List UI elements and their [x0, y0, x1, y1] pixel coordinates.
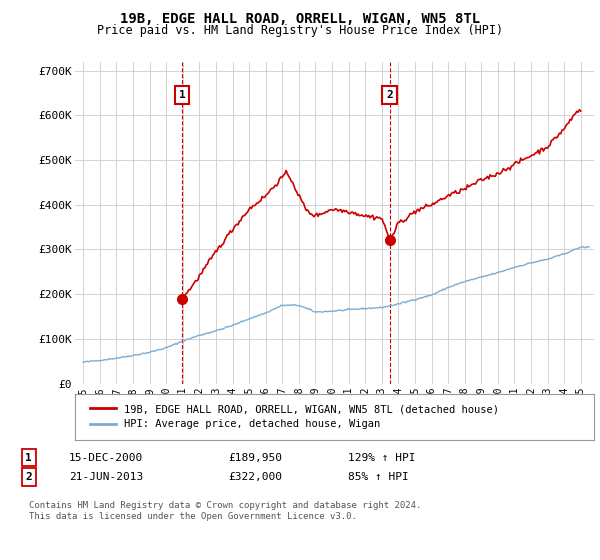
Legend: 19B, EDGE HALL ROAD, ORRELL, WIGAN, WN5 8TL (detached house), HPI: Average price: 19B, EDGE HALL ROAD, ORRELL, WIGAN, WN5 … [85, 400, 503, 433]
Text: 1: 1 [179, 90, 185, 100]
Text: 85% ↑ HPI: 85% ↑ HPI [348, 472, 409, 482]
Text: £189,950: £189,950 [228, 452, 282, 463]
Text: Price paid vs. HM Land Registry's House Price Index (HPI): Price paid vs. HM Land Registry's House … [97, 24, 503, 36]
Text: Contains HM Land Registry data © Crown copyright and database right 2024.
This d: Contains HM Land Registry data © Crown c… [29, 501, 421, 521]
Text: 15-DEC-2000: 15-DEC-2000 [69, 452, 143, 463]
Text: 21-JUN-2013: 21-JUN-2013 [69, 472, 143, 482]
Text: 2: 2 [386, 90, 393, 100]
Text: 19B, EDGE HALL ROAD, ORRELL, WIGAN, WN5 8TL: 19B, EDGE HALL ROAD, ORRELL, WIGAN, WN5 … [120, 12, 480, 26]
Text: £322,000: £322,000 [228, 472, 282, 482]
Text: 129% ↑ HPI: 129% ↑ HPI [348, 452, 415, 463]
Text: 2: 2 [25, 472, 32, 482]
Text: 1: 1 [25, 452, 32, 463]
